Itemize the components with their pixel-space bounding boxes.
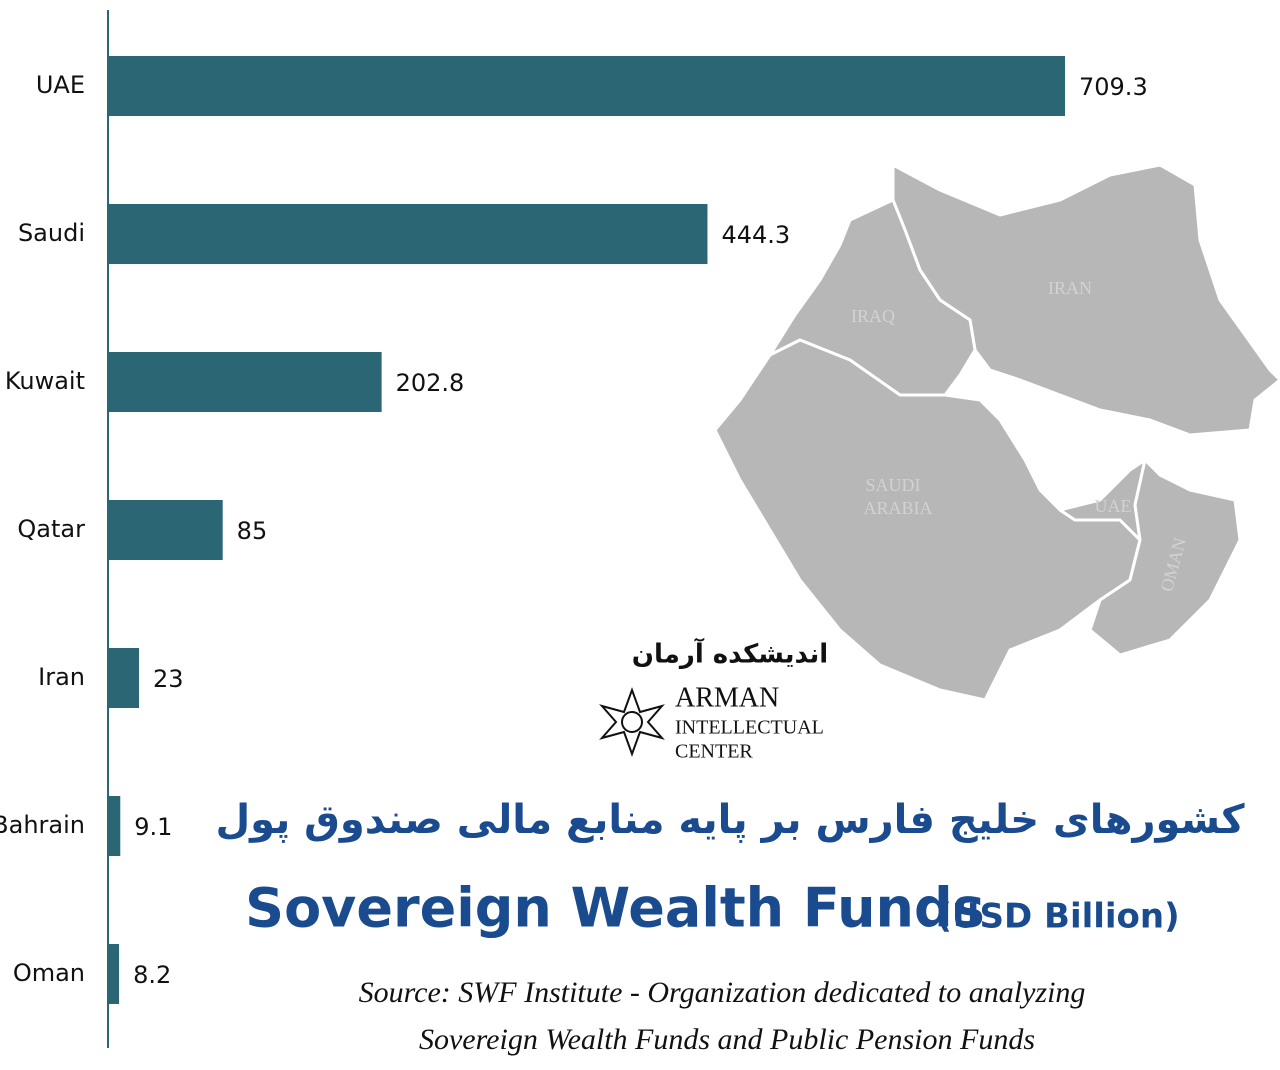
bar xyxy=(108,204,708,264)
value-label: 444.3 xyxy=(721,221,790,249)
map-label: SAUDI xyxy=(865,475,920,495)
category-label: Bahrain xyxy=(0,811,85,839)
category-label: Oman xyxy=(13,959,85,987)
value-label: 23 xyxy=(153,665,184,693)
bar xyxy=(108,352,382,412)
bar xyxy=(108,944,120,1004)
map xyxy=(713,163,1280,702)
logo-persian: اندیشکده آرمان xyxy=(632,638,828,670)
source: Source: SWF Institute - Organization ded… xyxy=(359,976,1086,1009)
bar xyxy=(108,500,223,560)
bar xyxy=(108,796,121,856)
logo-text: ARMAN xyxy=(675,682,779,713)
category-label: Kuwait xyxy=(5,367,85,395)
value-label: 9.1 xyxy=(134,813,172,841)
map-label: IRAQ xyxy=(851,306,895,326)
bar xyxy=(108,56,1065,116)
bar xyxy=(108,648,140,708)
logo-icon xyxy=(599,687,665,757)
map-label: IRAN xyxy=(1048,278,1092,298)
source: Sovereign Wealth Funds and Public Pensio… xyxy=(419,1023,1035,1056)
logo-text: CENTER xyxy=(675,741,753,763)
category-label: Qatar xyxy=(17,515,85,543)
logo-text: INTELLECTUAL xyxy=(675,717,824,739)
chart-title: Sovereign Wealth Funds xyxy=(245,877,985,940)
value-label: 709.3 xyxy=(1079,73,1148,101)
map-oman xyxy=(1088,458,1242,657)
map-label: ARABIA xyxy=(863,498,932,518)
map-label: UAE xyxy=(1095,496,1132,516)
value-label: 8.2 xyxy=(133,961,171,989)
category-label: UAE xyxy=(36,71,85,99)
category-label: Iran xyxy=(38,663,85,691)
persian-title: کشورهای خلیج فارس بر پایه منابع مالی صند… xyxy=(215,797,1245,843)
value-label: 85 xyxy=(237,517,268,545)
category-label: Saudi xyxy=(18,219,85,247)
value-label: 202.8 xyxy=(396,369,465,397)
unit-label: (USD Billion) xyxy=(936,897,1179,937)
